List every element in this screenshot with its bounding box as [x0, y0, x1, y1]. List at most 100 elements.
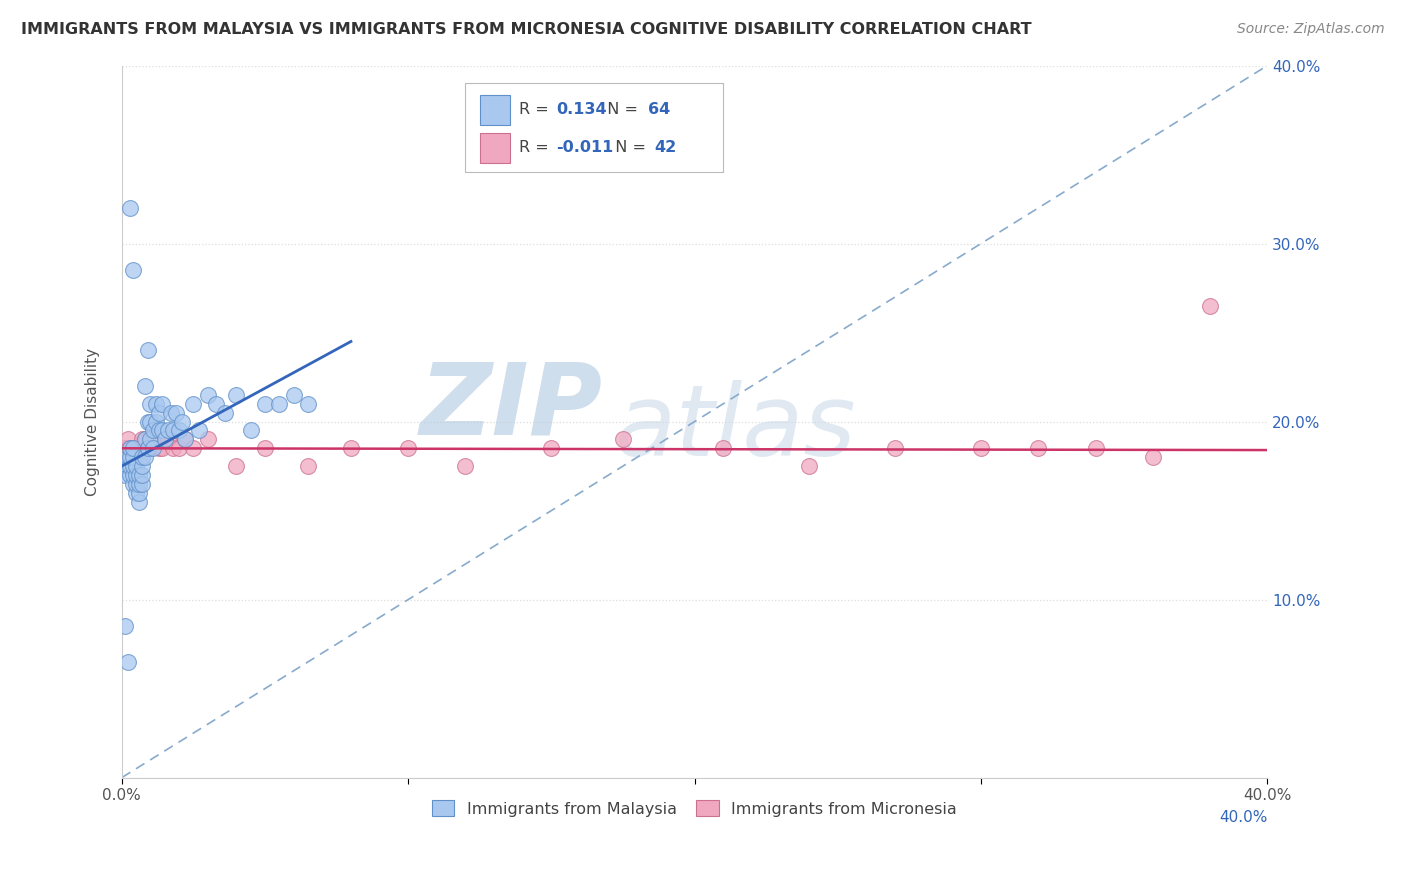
Point [173, 433, 195, 447]
Point [134, 450, 156, 465]
Point [148, 424, 170, 438]
Point [125, 459, 148, 474]
Point [125, 485, 148, 500]
Point [131, 450, 153, 465]
Point [884, 442, 907, 456]
Point [134, 433, 156, 447]
Point [117, 459, 139, 474]
Point [122, 442, 145, 456]
Point [122, 263, 145, 277]
Point [162, 442, 184, 456]
Point [225, 459, 247, 474]
Point [225, 388, 247, 402]
Point [136, 442, 159, 456]
Point [148, 442, 170, 456]
Point [153, 433, 176, 447]
Text: R =: R = [519, 102, 554, 117]
Point [136, 415, 159, 429]
Point [253, 442, 276, 456]
Point [159, 406, 181, 420]
Point [131, 459, 153, 474]
Point [142, 442, 165, 456]
Point [134, 433, 156, 447]
Point [114, 467, 136, 482]
Point [117, 655, 139, 669]
Point [122, 476, 145, 491]
Point [139, 397, 162, 411]
Point [122, 442, 145, 456]
Point [128, 467, 150, 482]
Point [145, 433, 167, 447]
Point [153, 433, 176, 447]
Point [283, 388, 305, 402]
Point [136, 343, 159, 358]
Point [122, 459, 145, 474]
Point [114, 442, 136, 456]
Point [173, 433, 195, 447]
Point [125, 450, 148, 465]
Text: 0.134: 0.134 [555, 102, 606, 117]
Point [128, 476, 150, 491]
Point [162, 424, 184, 438]
Point [297, 459, 319, 474]
Text: ZIP: ZIP [420, 359, 603, 456]
Text: IMMIGRANTS FROM MALAYSIA VS IMMIGRANTS FROM MICRONESIA COGNITIVE DISABILITY CORR: IMMIGRANTS FROM MALAYSIA VS IMMIGRANTS F… [21, 22, 1032, 37]
Point [125, 476, 148, 491]
Point [1026, 442, 1049, 456]
FancyBboxPatch shape [481, 95, 510, 125]
Point [120, 467, 142, 482]
Point [340, 442, 363, 456]
Point [131, 442, 153, 456]
Point [139, 433, 162, 447]
Point [122, 450, 145, 465]
Point [170, 415, 193, 429]
Point [117, 450, 139, 465]
Point [128, 494, 150, 508]
Point [150, 397, 173, 411]
Point [253, 397, 276, 411]
Point [128, 450, 150, 465]
Point [122, 467, 145, 482]
FancyBboxPatch shape [481, 133, 510, 163]
Point [122, 459, 145, 474]
Point [183, 397, 205, 411]
Point [612, 433, 634, 447]
Point [454, 459, 477, 474]
Point [297, 397, 319, 411]
Point [540, 442, 562, 456]
Point [1142, 450, 1164, 465]
Point [145, 397, 167, 411]
Text: 64: 64 [648, 102, 669, 117]
Point [120, 459, 142, 474]
Point [150, 424, 173, 438]
Text: R =: R = [519, 140, 554, 155]
Point [142, 433, 165, 447]
Point [711, 442, 734, 456]
Point [128, 485, 150, 500]
Point [167, 424, 190, 438]
Point [125, 467, 148, 482]
Point [183, 442, 205, 456]
Text: N =: N = [605, 140, 651, 155]
Text: 40.0%: 40.0% [1219, 810, 1267, 824]
Point [131, 467, 153, 482]
Point [156, 433, 179, 447]
Point [797, 459, 820, 474]
Point [970, 442, 993, 456]
Point [396, 442, 419, 456]
Point [120, 442, 142, 456]
Text: -0.011: -0.011 [555, 140, 613, 155]
Text: N =: N = [598, 102, 644, 117]
Text: Source: ZipAtlas.com: Source: ZipAtlas.com [1237, 22, 1385, 37]
Point [1199, 299, 1222, 313]
Point [131, 476, 153, 491]
Point [145, 415, 167, 429]
Point [142, 424, 165, 438]
Point [139, 442, 162, 456]
Point [188, 424, 211, 438]
Point [134, 379, 156, 393]
Point [214, 406, 236, 420]
Point [156, 424, 179, 438]
Point [136, 442, 159, 456]
Point [1084, 442, 1107, 456]
